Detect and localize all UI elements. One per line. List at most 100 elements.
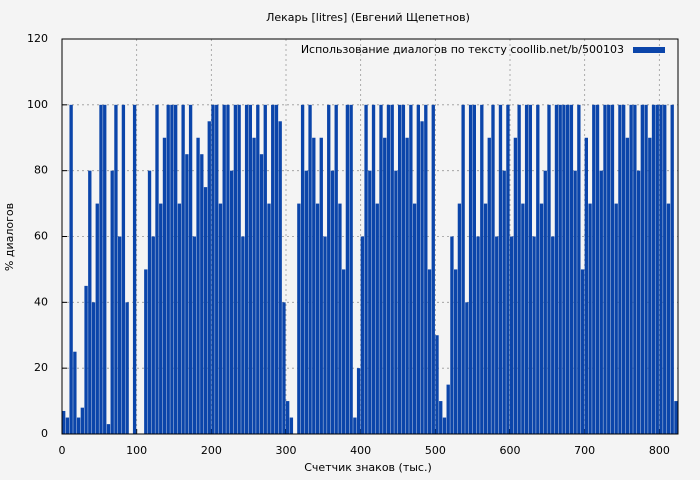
bar <box>330 170 335 434</box>
bar <box>461 104 465 434</box>
bar <box>558 104 562 434</box>
bar <box>215 104 219 434</box>
y-tick-label: 20 <box>34 361 48 374</box>
bar <box>132 104 137 434</box>
bar <box>218 203 223 434</box>
bar <box>69 104 73 434</box>
bar <box>356 368 361 434</box>
bar <box>323 236 327 434</box>
bar <box>390 104 394 434</box>
x-axis-label: Счетчик знаков (тыс.) <box>304 461 432 474</box>
y-tick-label: 120 <box>27 32 48 45</box>
bar <box>159 203 163 434</box>
bar <box>577 104 581 434</box>
y-tick-label: 80 <box>34 164 48 177</box>
bar <box>562 104 566 434</box>
bar <box>166 104 170 434</box>
legend-swatch <box>633 47 665 53</box>
bar <box>622 104 626 434</box>
bar <box>62 410 66 434</box>
bar <box>88 170 92 434</box>
y-tick-label: 0 <box>41 427 48 440</box>
bar <box>118 236 122 434</box>
bar <box>73 351 77 434</box>
bar <box>536 104 540 434</box>
bar <box>91 302 96 434</box>
bar <box>84 285 88 434</box>
bar <box>174 104 178 434</box>
bar <box>506 104 510 434</box>
bar <box>599 170 603 434</box>
bar <box>655 104 659 434</box>
bar <box>375 203 379 434</box>
bar <box>289 417 294 434</box>
bar <box>569 104 574 434</box>
bar <box>524 104 529 434</box>
bar <box>442 417 447 434</box>
bar <box>349 104 353 434</box>
bar <box>629 104 633 434</box>
bar <box>203 187 208 434</box>
bar <box>147 170 152 434</box>
bar <box>308 104 312 434</box>
bar <box>543 170 547 434</box>
chart-title: Лекарь [litres] (Евгений Щепетнов) <box>266 11 470 24</box>
bar <box>580 269 585 434</box>
bar <box>334 104 338 434</box>
bar <box>371 104 376 434</box>
bar <box>327 104 331 434</box>
bar <box>304 170 308 434</box>
bar <box>95 203 99 434</box>
bar <box>383 137 387 434</box>
bar <box>144 269 148 434</box>
bar <box>547 104 551 434</box>
bar <box>666 203 671 434</box>
bar <box>65 417 70 434</box>
bar <box>521 203 525 434</box>
bar <box>338 203 342 434</box>
bar <box>394 170 398 434</box>
x-tick-label: 600 <box>500 444 521 457</box>
bar <box>99 104 103 434</box>
bar <box>151 236 155 434</box>
bar <box>517 104 521 434</box>
bar <box>368 170 372 434</box>
bar <box>312 137 316 434</box>
bar <box>510 236 514 434</box>
bar <box>584 137 588 434</box>
bar <box>274 104 279 434</box>
bar <box>300 104 305 434</box>
bar <box>345 104 350 434</box>
bar <box>420 121 424 435</box>
bar <box>271 104 275 434</box>
bar <box>256 104 260 434</box>
bar <box>226 104 230 434</box>
bar <box>170 104 174 434</box>
bar <box>554 104 559 434</box>
bar <box>502 170 506 434</box>
bar <box>618 104 622 434</box>
bar <box>353 417 357 434</box>
plot-frame <box>61 38 679 435</box>
bar <box>244 104 249 434</box>
bar <box>513 137 518 434</box>
bar <box>457 203 462 434</box>
bar <box>155 104 159 434</box>
bar <box>80 407 84 434</box>
bar <box>431 104 435 434</box>
bar <box>450 236 454 434</box>
y-tick-label: 60 <box>34 230 48 243</box>
bar <box>360 236 364 434</box>
x-tick-label: 700 <box>574 444 595 457</box>
bar <box>177 203 182 434</box>
bar <box>125 302 129 434</box>
bar <box>439 401 443 434</box>
x-tick-label: 300 <box>276 444 297 457</box>
bar <box>648 137 652 434</box>
bar <box>286 401 290 434</box>
x-tick-label: 400 <box>350 444 371 457</box>
bar <box>528 104 532 434</box>
bar <box>192 236 196 434</box>
x-tick-label: 200 <box>201 444 222 457</box>
